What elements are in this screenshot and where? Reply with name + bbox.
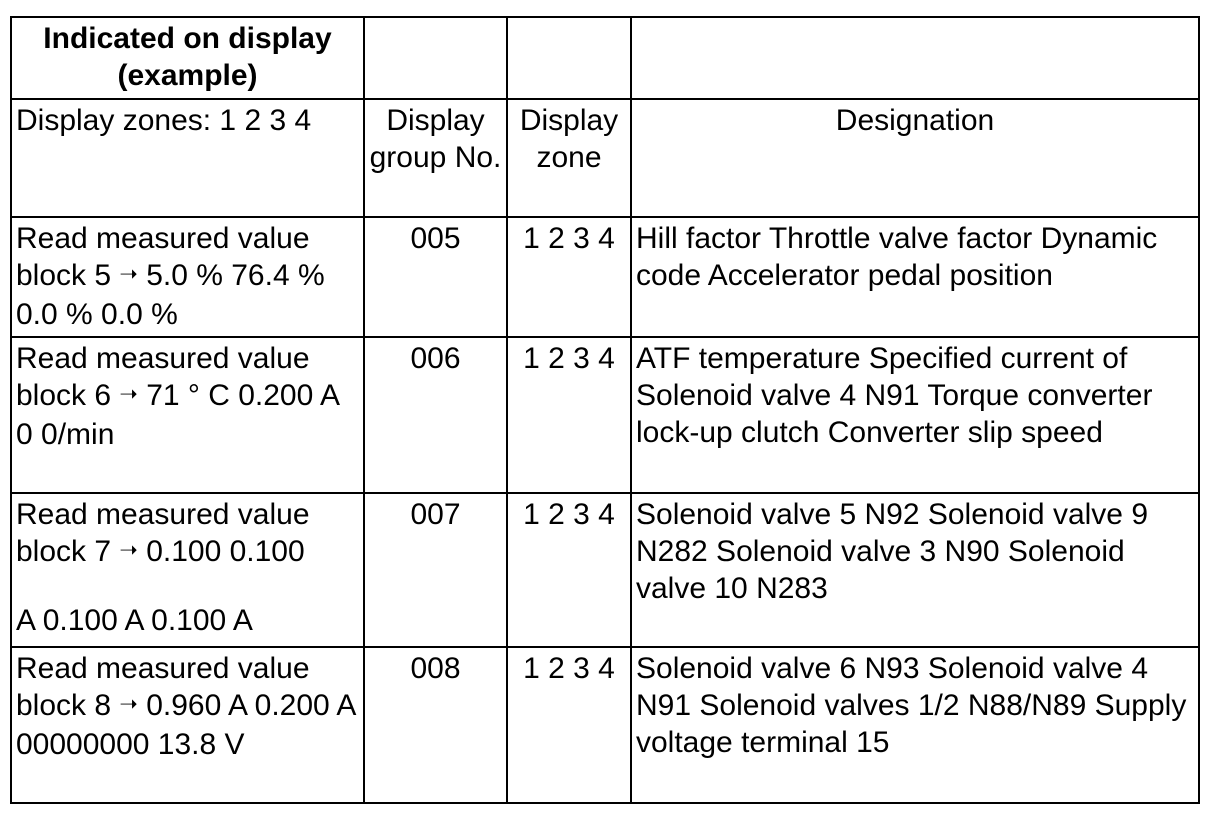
zone-cell: 1 2 3 4 [506,646,632,804]
spacer [16,572,359,602]
right-arrow-icon: ➝ [119,261,138,286]
display-cell: Read measured value block 7 ➝ 0.100 0.10… [10,492,365,648]
display-values: 0.100 0.100 [146,535,305,568]
column-header-display-zones: Display zones: 1 2 3 4 [10,98,365,218]
column-header-row: Display zones: 1 2 3 4 Display group No.… [10,98,1200,218]
table-title-row: Indicated on display (example) [10,16,1200,100]
header-empty-cell [363,16,508,100]
right-arrow-icon: ➝ [119,381,138,406]
display-values: 0.960 A 0.200 A 00000000 13.8 V [16,689,355,761]
header-empty-cell [630,16,1200,100]
group-cell: 007 [363,492,508,648]
designation-cell: Solenoid valve 6 N93 Solenoid valve 4 N9… [630,646,1200,804]
display-cell: Read measured value block 6 ➝ 71 ° C 0.2… [10,336,365,494]
group-cell: 005 [363,216,508,338]
designation-cell: Hill factor Throttle valve factor Dynami… [630,216,1200,338]
table-row: Read measured value block 8 ➝ 0.960 A 0.… [10,646,1200,804]
column-header-display-group: Display group No. [363,98,508,218]
group-cell: 006 [363,336,508,494]
table-row: Read measured value block 7 ➝ 0.100 0.10… [10,492,1200,648]
designation-cell: Solenoid valve 5 N92 Solenoid valve 9 N2… [630,492,1200,648]
right-arrow-icon: ➝ [119,537,138,562]
zone-cell: 1 2 3 4 [506,336,632,494]
table-row: Read measured value block 5 ➝ 5.0 % 76.4… [10,216,1200,338]
column-header-designation: Designation [630,98,1200,218]
measured-values-table: Indicated on display (example) Display z… [10,16,1200,804]
display-prefix: Read measured value block 8 [16,652,310,722]
group-cell: 008 [363,646,508,804]
designation-cell: ATF temperature Specified current of Sol… [630,336,1200,494]
table-row: Read measured value block 6 ➝ 71 ° C 0.2… [10,336,1200,494]
header-empty-cell [506,16,632,100]
right-arrow-icon: ➝ [119,691,138,716]
column-header-display-zone: Display zone [506,98,632,218]
header-title: Indicated on display (example) [10,16,365,100]
zone-cell: 1 2 3 4 [506,492,632,648]
display-values: 5.0 % 76.4 % 0.0 % 0.0 % [16,259,325,331]
display-values: 71 ° C 0.200 A 0 0/min [16,379,339,451]
display-prefix: Read measured value block 7 [16,498,310,568]
display-prefix: Read measured value block 5 [16,222,310,292]
display-prefix: Read measured value block 6 [16,342,310,412]
display-cell: Read measured value block 5 ➝ 5.0 % 76.4… [10,216,365,338]
display-values-continued: A 0.100 A 0.100 A [16,604,253,637]
zone-cell: 1 2 3 4 [506,216,632,338]
display-cell: Read measured value block 8 ➝ 0.960 A 0.… [10,646,365,804]
